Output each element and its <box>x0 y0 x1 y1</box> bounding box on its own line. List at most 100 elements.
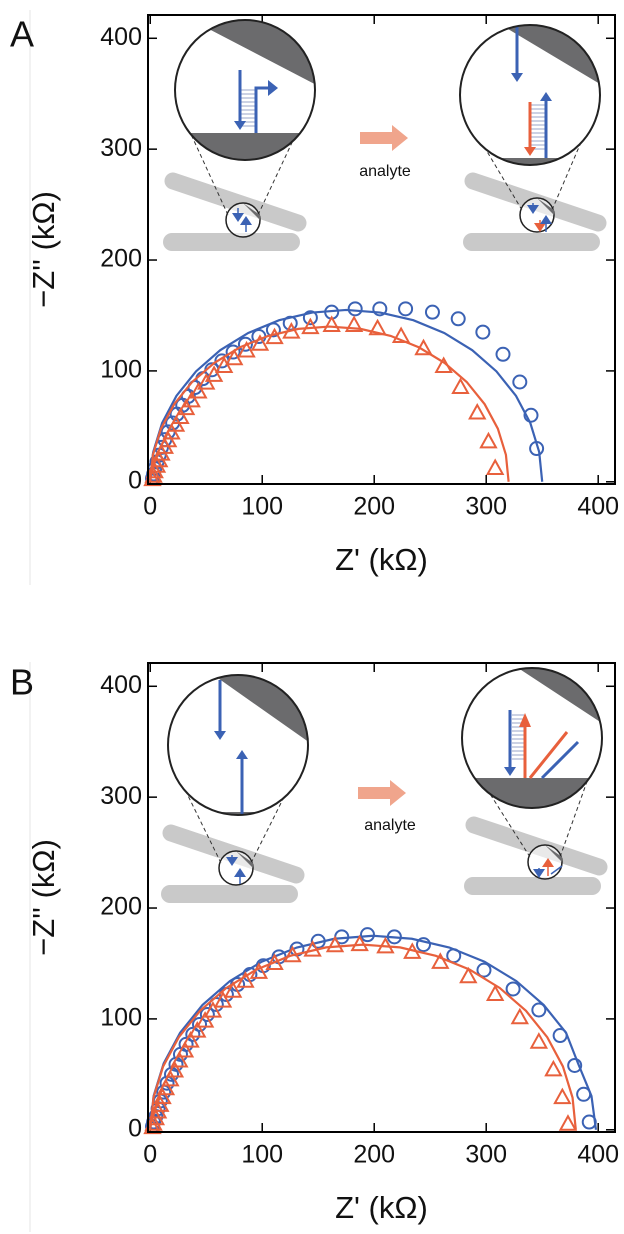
x-tick-label: 0 <box>143 493 157 521</box>
zoom-spot-shade <box>545 845 562 862</box>
panel-label: B <box>10 662 34 703</box>
arrow-head <box>527 205 539 214</box>
arrow-head <box>214 731 226 740</box>
arrow-head <box>232 213 244 222</box>
data-point <box>468 402 487 420</box>
data-point <box>350 934 369 952</box>
y-tick-label: 0 <box>128 466 142 494</box>
plot-frame <box>147 14 616 485</box>
data-point <box>166 415 186 432</box>
zoom-spot-shade <box>537 198 554 215</box>
strand <box>550 865 563 875</box>
strand <box>528 731 569 779</box>
data-point <box>510 1007 530 1025</box>
arrow-head <box>234 121 246 130</box>
annotation: analyte <box>359 163 411 180</box>
data-point <box>197 373 216 390</box>
x-tick-label: 100 <box>241 1141 283 1169</box>
data-point <box>544 1059 563 1077</box>
data-point <box>223 981 243 998</box>
process-arrow <box>360 125 408 151</box>
zoom-spot-shade <box>236 851 253 868</box>
arrow-head <box>268 80 278 96</box>
data-point <box>175 1041 195 1058</box>
y-tick-label: 200 <box>100 245 142 273</box>
arrow-head <box>511 73 523 82</box>
data-point <box>344 315 364 332</box>
data-point <box>236 971 255 988</box>
fit-line <box>149 308 544 482</box>
zoom-spot <box>225 202 261 238</box>
data-point <box>199 1006 215 1022</box>
data-point <box>398 301 414 317</box>
data-point <box>185 1026 201 1042</box>
zoom-spot <box>527 844 563 880</box>
electrode <box>163 233 300 251</box>
data-point <box>368 318 387 336</box>
x-tick-label: 300 <box>465 1141 507 1169</box>
data-point <box>476 962 492 978</box>
data-point <box>485 458 505 475</box>
data-point <box>237 336 253 352</box>
arrow-head <box>519 713 531 727</box>
x-axis-title: Z' (kΩ) <box>335 1190 428 1225</box>
arrow-head <box>236 750 248 759</box>
fit-line <box>149 934 598 1130</box>
cantilever <box>465 816 608 876</box>
annotation: analyte <box>364 817 416 834</box>
data-point <box>415 937 431 953</box>
data-point <box>302 310 318 326</box>
strand <box>254 86 268 133</box>
data-point <box>265 327 284 345</box>
x-tick-label: 400 <box>577 493 619 521</box>
y-axis-title: −Z'' (kΩ) <box>26 191 61 308</box>
data-point <box>170 1050 189 1068</box>
electrode <box>161 885 298 903</box>
data-point <box>152 444 171 461</box>
electrode <box>464 877 601 895</box>
data-point <box>322 315 341 332</box>
data-point <box>250 334 270 351</box>
data-point <box>450 311 466 327</box>
cantilever <box>164 172 307 232</box>
data-point <box>225 344 241 360</box>
data-point <box>204 365 224 382</box>
data-point <box>225 348 244 366</box>
y-tick-label: 100 <box>100 356 142 384</box>
data-point <box>360 927 376 943</box>
data-point <box>188 1021 207 1038</box>
y-tick-label: 0 <box>128 1114 142 1142</box>
panel-label: A <box>10 14 34 55</box>
data-point <box>347 301 363 317</box>
zoom-spot <box>218 850 254 886</box>
data-point <box>189 381 208 399</box>
data-point <box>213 991 233 1008</box>
magnifier-rim <box>167 674 309 816</box>
arrow-head <box>234 868 246 877</box>
arrow-head <box>504 767 516 776</box>
x-tick-label: 100 <box>241 493 283 521</box>
y-tick-label: 300 <box>100 782 142 810</box>
arrow-head <box>540 92 552 101</box>
zoom-line <box>551 104 598 211</box>
data-point <box>182 390 201 408</box>
magnifier-rim <box>174 19 316 161</box>
electrode <box>463 233 600 251</box>
data-point <box>495 346 511 362</box>
x-tick-label: 400 <box>577 1141 619 1169</box>
x-axis-title: Z' (kΩ) <box>335 542 428 577</box>
data-point <box>171 407 190 424</box>
data-point <box>531 1002 547 1018</box>
data-point <box>523 407 539 423</box>
y-axis-title: −Z'' (kΩ) <box>26 839 61 956</box>
surface <box>460 158 600 165</box>
fit-line <box>149 325 510 482</box>
data-point <box>301 317 320 335</box>
data-point <box>424 304 440 320</box>
data-point <box>195 1011 215 1028</box>
data-point <box>192 1016 208 1032</box>
y-tick-label: 400 <box>100 23 142 51</box>
data-point <box>512 374 528 390</box>
magnifier-rim <box>459 24 601 166</box>
zoom-line <box>559 747 600 858</box>
